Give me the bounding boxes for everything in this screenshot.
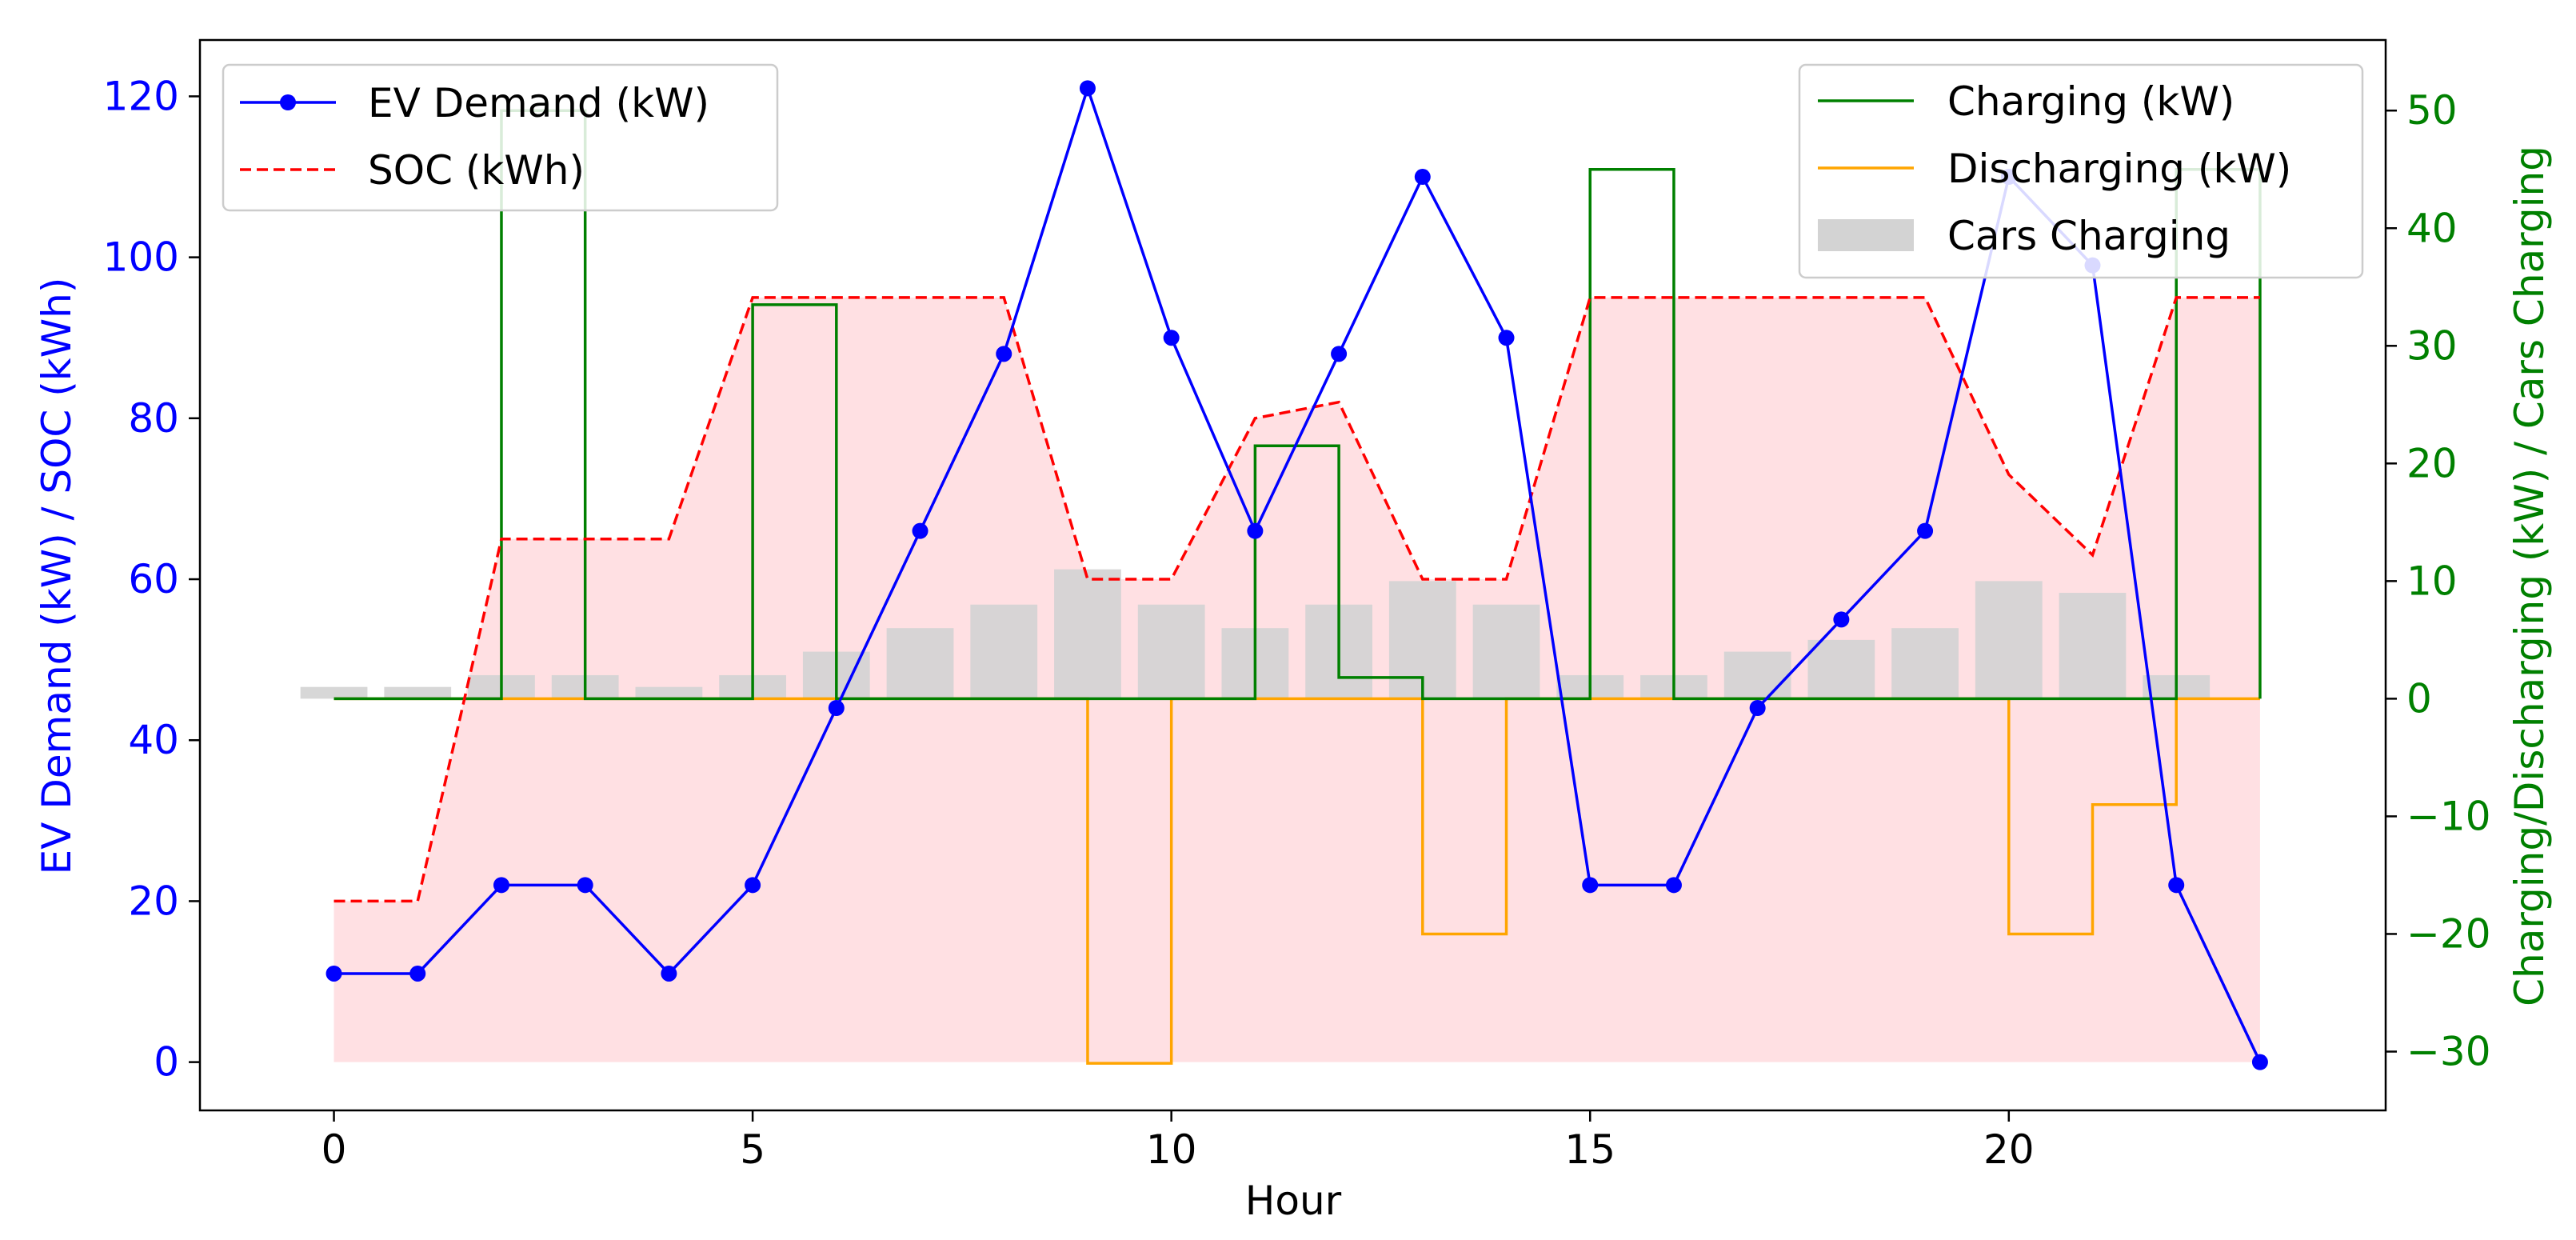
ev-demand-point — [1163, 330, 1180, 346]
y-left-tick-label: 0 — [154, 1039, 179, 1086]
legend-right-label: Discharging (kW) — [1947, 146, 2291, 192]
ev-demand-point — [1749, 699, 1766, 716]
y-left-tick-label: 20 — [128, 878, 179, 924]
x-tick-label: 15 — [1564, 1126, 1615, 1173]
x-tick-label: 0 — [322, 1126, 347, 1173]
x-axis-label: Hour — [1245, 1178, 1342, 1224]
cars-charging-bar — [1891, 628, 1959, 699]
ev-demand-point — [745, 877, 761, 894]
step-lines — [333, 109, 2262, 1065]
legend-right-label: Charging (kW) — [1947, 78, 2235, 125]
plot-frame — [198, 38, 2387, 1112]
ev-demand-point — [409, 965, 426, 982]
ev-demand-point — [1331, 346, 1348, 362]
ev-demand-point — [1247, 522, 1264, 539]
ev-demand-point — [912, 522, 929, 539]
x-tick-label: 20 — [1983, 1126, 2035, 1173]
legends: EV Demand (kW) SOC (kWh) Charging (kW) Disc… — [222, 63, 2364, 279]
axes: 0 5 10 15 20 0 20 40 60 80 100 120 −30 −20 −10 0 10 20 30 4… — [103, 38, 2491, 1173]
ev-demand-point — [1917, 522, 1934, 539]
y-left-tick-label: 60 — [128, 556, 179, 602]
ev-demand-line — [333, 83, 2262, 1063]
cars-charging-bar — [384, 686, 452, 699]
legend-cars-charging-swatch — [1818, 219, 1914, 251]
legend-ev-demand-marker — [280, 94, 296, 110]
ev-demand-point — [1833, 611, 1850, 628]
y-right-tick-label: 50 — [2406, 87, 2458, 134]
y-right-tick-label: −10 — [2406, 793, 2491, 839]
cars-charging-bar — [1054, 569, 1121, 699]
cars-charging-bar — [970, 604, 1038, 699]
x-tick-label: 5 — [740, 1126, 765, 1173]
cars-charging-bar — [886, 628, 954, 699]
ev-demand-point — [325, 965, 342, 982]
ev-demand-point — [996, 346, 1012, 362]
y-axis-right-label: Charging/Discharging (kW) / Cars Chargin… — [2506, 146, 2553, 1006]
ev-demand-point — [1665, 877, 1682, 894]
legend-left-label: EV Demand (kW) — [368, 80, 709, 126]
ev-demand-point — [1079, 80, 1096, 97]
y-left-tick-label: 80 — [128, 395, 179, 442]
legend-left-label: SOC (kWh) — [368, 147, 585, 194]
y-left-tick-label: 120 — [103, 73, 179, 119]
cars-charging-bar — [1975, 581, 2043, 699]
cars-charging-bar — [1807, 639, 1875, 699]
ev-demand-point — [661, 965, 677, 982]
y-left-tick-label: 40 — [128, 717, 179, 763]
charging-step-line — [333, 109, 2262, 701]
soc-fill-area — [333, 297, 2260, 1062]
y-axis-left-label: EV Demand (kW) / SOC (kWh) — [34, 278, 80, 875]
cars-charging-bar — [1472, 604, 1540, 699]
y-right-tick-label: −30 — [2406, 1028, 2491, 1074]
ev-demand-point — [828, 699, 845, 716]
ev-demand-point — [1582, 877, 1599, 894]
soc-fill-layer — [333, 297, 2260, 1062]
cars-charging-bar — [300, 686, 368, 699]
cars-charging-bar — [2059, 593, 2127, 699]
y-left-tick-label: 100 — [103, 234, 179, 281]
cars-charging-bar — [1723, 651, 1791, 699]
y-right-tick-label: −20 — [2406, 910, 2491, 957]
ev-demand-point — [577, 877, 593, 894]
ev-demand-point — [2251, 1054, 2268, 1070]
soc-line — [333, 296, 2260, 903]
legend-left-box — [222, 63, 779, 212]
ev-demand-point — [1414, 169, 1431, 186]
y-right-tick-label: 40 — [2406, 205, 2458, 251]
legend-right-label: Cars Charging — [1947, 213, 2231, 259]
y-right-tick-label: 10 — [2406, 558, 2458, 604]
cars-charging-bar — [1137, 604, 1205, 699]
cars-charging-bar — [635, 686, 703, 699]
ev-demand-point — [1498, 330, 1515, 346]
y-right-tick-label: 0 — [2406, 675, 2432, 722]
y-right-tick-label: 30 — [2406, 322, 2458, 369]
ev-demand-point — [2168, 877, 2185, 894]
ev-demand-point — [493, 877, 509, 894]
legend-right-box — [1798, 63, 2364, 279]
y-right-tick-label: 20 — [2406, 440, 2458, 486]
x-tick-label: 10 — [1146, 1126, 1197, 1173]
